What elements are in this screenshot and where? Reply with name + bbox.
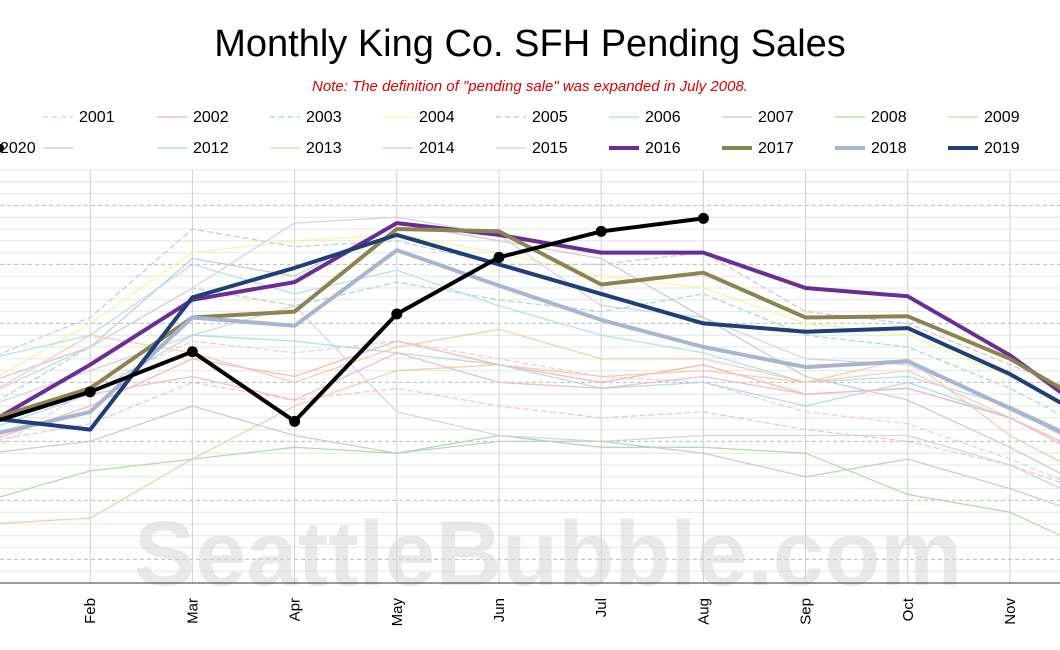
series-line-2011: [0, 405, 1060, 507]
series-layer: [0, 212, 1060, 537]
series-line-2007: [0, 222, 1060, 475]
legend-label: 2009: [984, 109, 1020, 126]
legend-item-2012: 2012: [157, 140, 229, 157]
series-line-2006: [0, 263, 1060, 430]
legend-item-2002: 2002: [157, 109, 229, 126]
x-tick-labels: Feb Mar Apr May Jun Jul Aug Sep Oct Nov: [82, 597, 1019, 626]
legend-label: 2005: [532, 109, 568, 126]
legend-label: 2013: [306, 140, 342, 157]
legend-item-2009: 2009: [948, 109, 1020, 126]
data-point-2020: [84, 386, 96, 398]
series-line-2018: [0, 248, 1060, 435]
x-tick-label: Mar: [184, 598, 201, 624]
x-tick-label: Feb: [82, 598, 99, 624]
series-line-2017: [0, 227, 1060, 419]
legend-label: 2020: [0, 140, 36, 157]
series-line-2010: [0, 305, 1060, 489]
legend-label: 2014: [419, 140, 455, 157]
legend-item-2018: 2018: [835, 140, 907, 157]
legend-label: 2019: [984, 140, 1020, 157]
legend-label: 2002: [193, 109, 229, 126]
legend: 0200120022003200420052006200720082009120…: [0, 109, 1020, 157]
series-line-2020: [0, 216, 706, 424]
legend-item-2008: 2008: [835, 109, 907, 126]
legend-item-2001: 2001: [43, 109, 115, 126]
legend-item-2005: 2005: [496, 109, 568, 126]
data-point-2020: [493, 251, 505, 263]
x-tick-label: Apr: [287, 598, 304, 621]
chart-title: Monthly King Co. SFH Pending Sales: [214, 23, 846, 65]
series-line-2012: [0, 334, 1060, 442]
series-line-2019: [0, 232, 1060, 432]
series-line-2000: [0, 340, 1060, 481]
x-tick-label: Jun: [491, 598, 508, 622]
legend-label: 2012: [193, 140, 229, 157]
legend-item-2013: 2013: [270, 140, 342, 157]
series-line-2014: [0, 352, 1060, 445]
series-line-2001: [0, 381, 1060, 484]
legend-item-2006: 2006: [609, 109, 681, 126]
legend-label: 2007: [758, 109, 794, 126]
legend-item-2007: 2007: [722, 109, 794, 126]
x-tick-label: May: [389, 598, 406, 627]
legend-item-2016: 2016: [609, 140, 681, 157]
plot-area: SeattleBubble.com Feb Mar Apr May Jun Jul Aug S…: [0, 169, 1060, 626]
legend-item-2015: 2015: [496, 140, 568, 157]
chart-subtitle: Note: The definition of "pending sale" w…: [312, 78, 748, 95]
data-point-2020: [697, 212, 709, 224]
legend-label: 2001: [79, 109, 115, 126]
x-tick-label: Sep: [798, 598, 815, 625]
legend-label: 2006: [645, 109, 681, 126]
watermark: SeattleBubble.com: [134, 503, 962, 605]
data-point-2020: [595, 225, 607, 237]
legend-item-2014: 2014: [383, 140, 455, 157]
legend-label: 2015: [532, 140, 568, 157]
legend-item-2019: 2019: [948, 140, 1020, 157]
legend-item-2004: 2004: [383, 109, 455, 126]
legend-item-2020: 2020: [0, 140, 36, 157]
legend-label: 2018: [871, 140, 907, 157]
data-point-2020: [289, 415, 301, 427]
x-tick-label: Aug: [695, 598, 712, 625]
legend-item-2017: 2017: [722, 140, 794, 157]
x-tick-label: Jul: [593, 598, 610, 617]
legend-marker: [0, 144, 4, 152]
legend-label: 2016: [645, 140, 681, 157]
legend-label: 2003: [306, 109, 342, 126]
data-point-2020: [391, 308, 403, 320]
legend-item-2003: 2003: [270, 109, 342, 126]
series-line-2005: [0, 228, 1060, 386]
legend-label: 2017: [758, 140, 794, 157]
horizontal-gridlines: [0, 169, 1060, 572]
x-tick-label: Oct: [900, 597, 917, 621]
series-line-2015: [0, 216, 1060, 436]
series-line-2013: [0, 328, 1060, 442]
data-point-2020: [186, 346, 198, 358]
legend-label: 2008: [871, 109, 907, 126]
legend-label: 2004: [419, 109, 455, 126]
x-tick-label: Nov: [1002, 598, 1019, 625]
